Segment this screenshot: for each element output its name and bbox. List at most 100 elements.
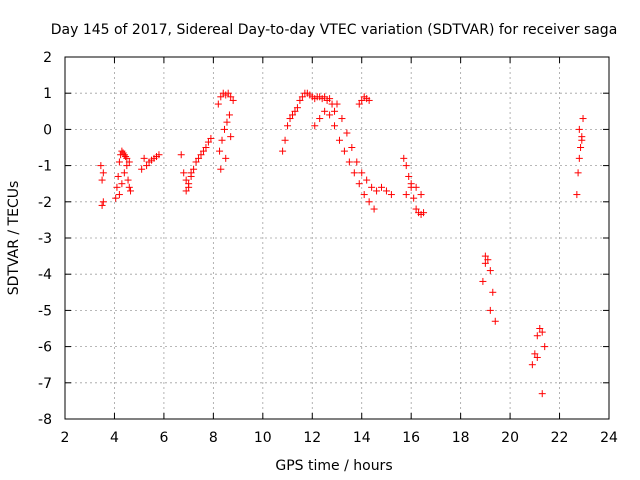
data-point bbox=[387, 191, 395, 199]
data-point bbox=[311, 122, 319, 130]
data-point bbox=[491, 317, 499, 325]
data-point bbox=[412, 183, 420, 191]
data-point bbox=[97, 162, 105, 170]
data-point bbox=[225, 111, 233, 119]
data-point bbox=[192, 158, 200, 166]
data-point bbox=[573, 191, 581, 199]
data-point bbox=[197, 151, 205, 159]
data-point bbox=[182, 187, 190, 195]
data-point bbox=[489, 288, 497, 296]
data-point bbox=[538, 390, 546, 398]
data-point bbox=[227, 93, 235, 101]
data-point bbox=[481, 252, 489, 260]
data-point bbox=[579, 115, 587, 123]
data-point bbox=[382, 187, 390, 195]
data-point bbox=[291, 107, 299, 115]
data-point bbox=[113, 183, 121, 191]
data-point bbox=[365, 198, 373, 206]
data-series bbox=[97, 89, 587, 398]
x-tick-label: 2 bbox=[61, 430, 70, 446]
data-point bbox=[333, 100, 341, 108]
data-point bbox=[321, 93, 329, 101]
data-point bbox=[378, 183, 386, 191]
data-point bbox=[155, 151, 163, 159]
data-point bbox=[528, 361, 536, 369]
data-point bbox=[348, 144, 356, 151]
data-point bbox=[127, 187, 135, 195]
data-point bbox=[321, 107, 329, 115]
y-tick-label: -2 bbox=[38, 195, 52, 211]
data-point bbox=[138, 165, 146, 173]
data-point bbox=[279, 147, 287, 155]
data-point bbox=[350, 169, 358, 177]
x-tick-label: 16 bbox=[402, 430, 420, 446]
plot-frame bbox=[64, 56, 610, 420]
data-point bbox=[207, 134, 215, 142]
data-point bbox=[288, 111, 296, 119]
data-point bbox=[400, 154, 408, 162]
data-point bbox=[417, 191, 425, 199]
data-point bbox=[363, 176, 371, 184]
data-point bbox=[533, 332, 541, 340]
data-point bbox=[120, 151, 128, 159]
y-tick-label: 0 bbox=[43, 122, 52, 138]
data-point bbox=[281, 136, 289, 144]
data-point bbox=[531, 350, 539, 358]
x-tick-label: 12 bbox=[303, 430, 321, 446]
data-point bbox=[331, 122, 339, 130]
data-point bbox=[125, 183, 133, 191]
data-point bbox=[112, 194, 120, 202]
data-point bbox=[199, 147, 207, 155]
y-tick-label: -6 bbox=[38, 340, 52, 356]
data-point bbox=[353, 158, 361, 166]
data-point bbox=[541, 343, 549, 351]
data-point bbox=[407, 180, 415, 188]
data-point bbox=[98, 176, 106, 184]
data-point bbox=[286, 115, 294, 123]
y-tick-label: 1 bbox=[43, 86, 52, 102]
y-tick-label: 2 bbox=[43, 50, 52, 66]
data-point bbox=[98, 201, 106, 209]
data-point bbox=[373, 187, 381, 195]
data-point bbox=[284, 122, 292, 130]
y-ticks: 2 1 0 -1 -2 -3 -4 -5 -6 -7 -8 bbox=[38, 50, 609, 428]
x-tick-label: 14 bbox=[353, 430, 371, 446]
data-point bbox=[340, 147, 348, 155]
x-tick-label: 24 bbox=[600, 430, 618, 446]
data-point bbox=[420, 209, 428, 217]
data-point bbox=[355, 100, 363, 108]
data-point bbox=[578, 136, 586, 144]
data-point bbox=[405, 172, 413, 180]
data-point bbox=[217, 165, 225, 173]
data-point bbox=[412, 205, 420, 213]
data-point bbox=[123, 162, 131, 170]
x-tick-label: 10 bbox=[254, 430, 272, 446]
data-point bbox=[190, 165, 198, 173]
y-tick-label: -8 bbox=[38, 412, 52, 428]
data-point bbox=[331, 107, 339, 115]
x-tick-label: 6 bbox=[159, 430, 168, 446]
data-point bbox=[365, 96, 373, 104]
data-point bbox=[533, 353, 541, 361]
data-point bbox=[187, 169, 195, 177]
x-tick-label: 8 bbox=[209, 430, 218, 446]
data-point bbox=[484, 256, 492, 264]
data-point bbox=[185, 180, 193, 188]
data-point bbox=[143, 162, 151, 170]
x-ticks: 2 4 6 8 10 12 14 16 18 20 22 24 bbox=[61, 57, 618, 446]
data-point bbox=[360, 191, 368, 199]
y-tick-label: -7 bbox=[38, 376, 52, 392]
data-point bbox=[202, 144, 210, 151]
data-point bbox=[214, 100, 222, 108]
data-point bbox=[222, 154, 230, 162]
data-point bbox=[177, 151, 185, 159]
data-point bbox=[335, 136, 343, 144]
data-point bbox=[481, 259, 489, 267]
data-point bbox=[218, 136, 226, 144]
data-point bbox=[182, 176, 190, 184]
data-point bbox=[204, 138, 212, 146]
data-point bbox=[220, 125, 228, 133]
data-point bbox=[224, 89, 232, 97]
